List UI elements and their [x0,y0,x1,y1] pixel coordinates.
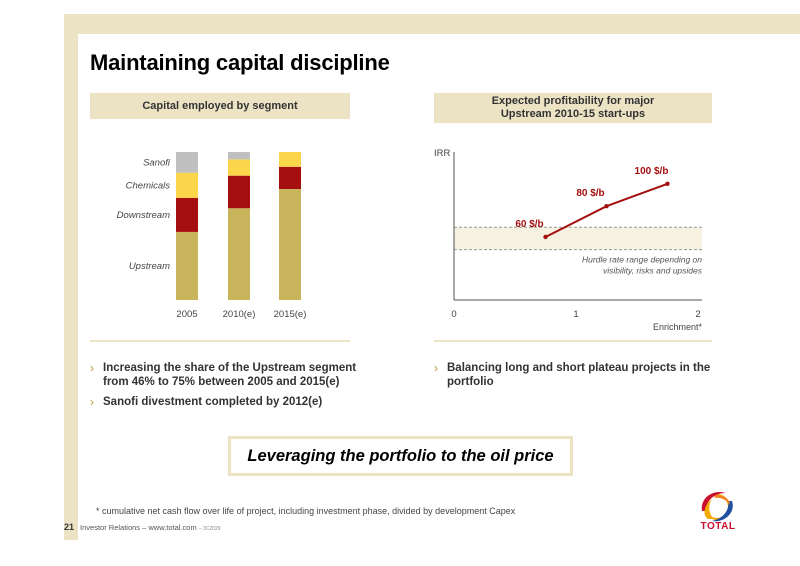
right-bullet-list: › Balancing long and short plateau proje… [434,361,714,395]
y-axis-label: IRR [434,148,451,159]
x-tick-label: 1 [573,309,578,320]
x-tick-label: 2005 [176,309,197,320]
x-tick-label: 0 [451,309,456,320]
callout-box: Leveraging the portfolio to the oil pric… [228,436,573,476]
chevron-icon: › [90,395,94,409]
data-point [543,234,548,240]
profitability-header-line2: Upstream 2010-15 start-ups [500,108,646,120]
bar-segment-upstream-2 [279,189,301,300]
x-tick-label: 2015(e) [274,309,307,320]
bar-segment-sanofi-1 [228,152,250,160]
capital-employed-chart: 2005 2010(e) 2015(e) Upstream Downstream Chem… [117,152,307,320]
total-logo-text: TOTAL [700,521,736,532]
left-decor-bar [64,14,78,540]
capital-chart-header: Capital employed by segment [90,93,350,119]
callout-text: Leveraging the portfolio to the oil pric… [231,439,570,473]
capital-chart-header-text: Capital employed by segment [142,99,298,112]
left-divider [90,340,350,342]
bullet-text: Increasing the share of the Upstream seg… [103,362,357,388]
data-label: 60 $/b [515,219,543,230]
data-point [604,204,609,209]
left-bullet-list: › Increasing the share of the Upstream s… [90,361,370,415]
top-decor-bar [64,14,800,34]
list-item: › Balancing long and short plateau proje… [434,361,714,389]
bar-segment-downstream-1 [228,175,250,209]
bar-segment-chemicals-1 [228,159,250,176]
band-label-line1: Hurdle rate range depending on [582,255,702,265]
chevron-icon: › [434,361,438,375]
data-label: 100 $/b [635,166,669,177]
footer-code: – 3C2029 [198,526,221,532]
data-label: 80 $/b [576,188,604,199]
band-label-line2: visibility, risks and upsides [603,266,703,276]
hurdle-band [454,227,702,250]
footer: 21 Investor Relations – www.total.com – 3… [64,522,221,532]
x-tick-label: 2 [695,309,700,320]
footnote: * cumulative net cash flow over life of … [96,506,516,516]
legend-label-upstream: Upstream [129,261,170,272]
legend-label-sanofi: Sanofi [143,157,171,168]
bar-segment-upstream-0 [176,231,198,300]
profitability-chart: IRR 0 1 2 Enrichment* Hurdle rate range depen… [434,148,703,332]
bar-segment-chemicals-2 [279,152,301,167]
legend-label-chemicals: Chemicals [126,180,171,191]
total-logo-icon[interactable] [694,480,740,536]
bar-segment-downstream-0 [176,197,198,232]
right-divider [434,340,712,342]
bar-segment-downstream-2 [279,166,301,189]
bullet-text: Sanofi divestment completed by 2012(e) [103,396,323,408]
page-number: 21 [64,522,75,532]
data-point [665,181,670,186]
profitability-chart-header: Expected profitability for major Upstrea… [434,93,712,123]
profitability-header-line1: Expected profitability for major [491,95,655,107]
bar-segment-sanofi-0 [176,152,198,173]
bar-segment-chemicals-0 [176,172,198,198]
x-tick-label: 2010(e) [223,309,256,320]
bullet-text: Balancing long and short plateau project… [447,362,711,388]
bar-segment-upstream-1 [228,208,250,300]
list-item: › Increasing the share of the Upstream s… [90,361,370,389]
footer-text: Investor Relations – www.total.com [80,523,197,532]
slide-title: Maintaining capital discipline [90,50,390,75]
legend-label-downstream: Downstream [117,210,170,221]
x-axis-label: Enrichment* [653,322,703,332]
list-item: › Sanofi divestment completed by 2012(e) [90,395,370,409]
chevron-icon: › [90,361,94,375]
